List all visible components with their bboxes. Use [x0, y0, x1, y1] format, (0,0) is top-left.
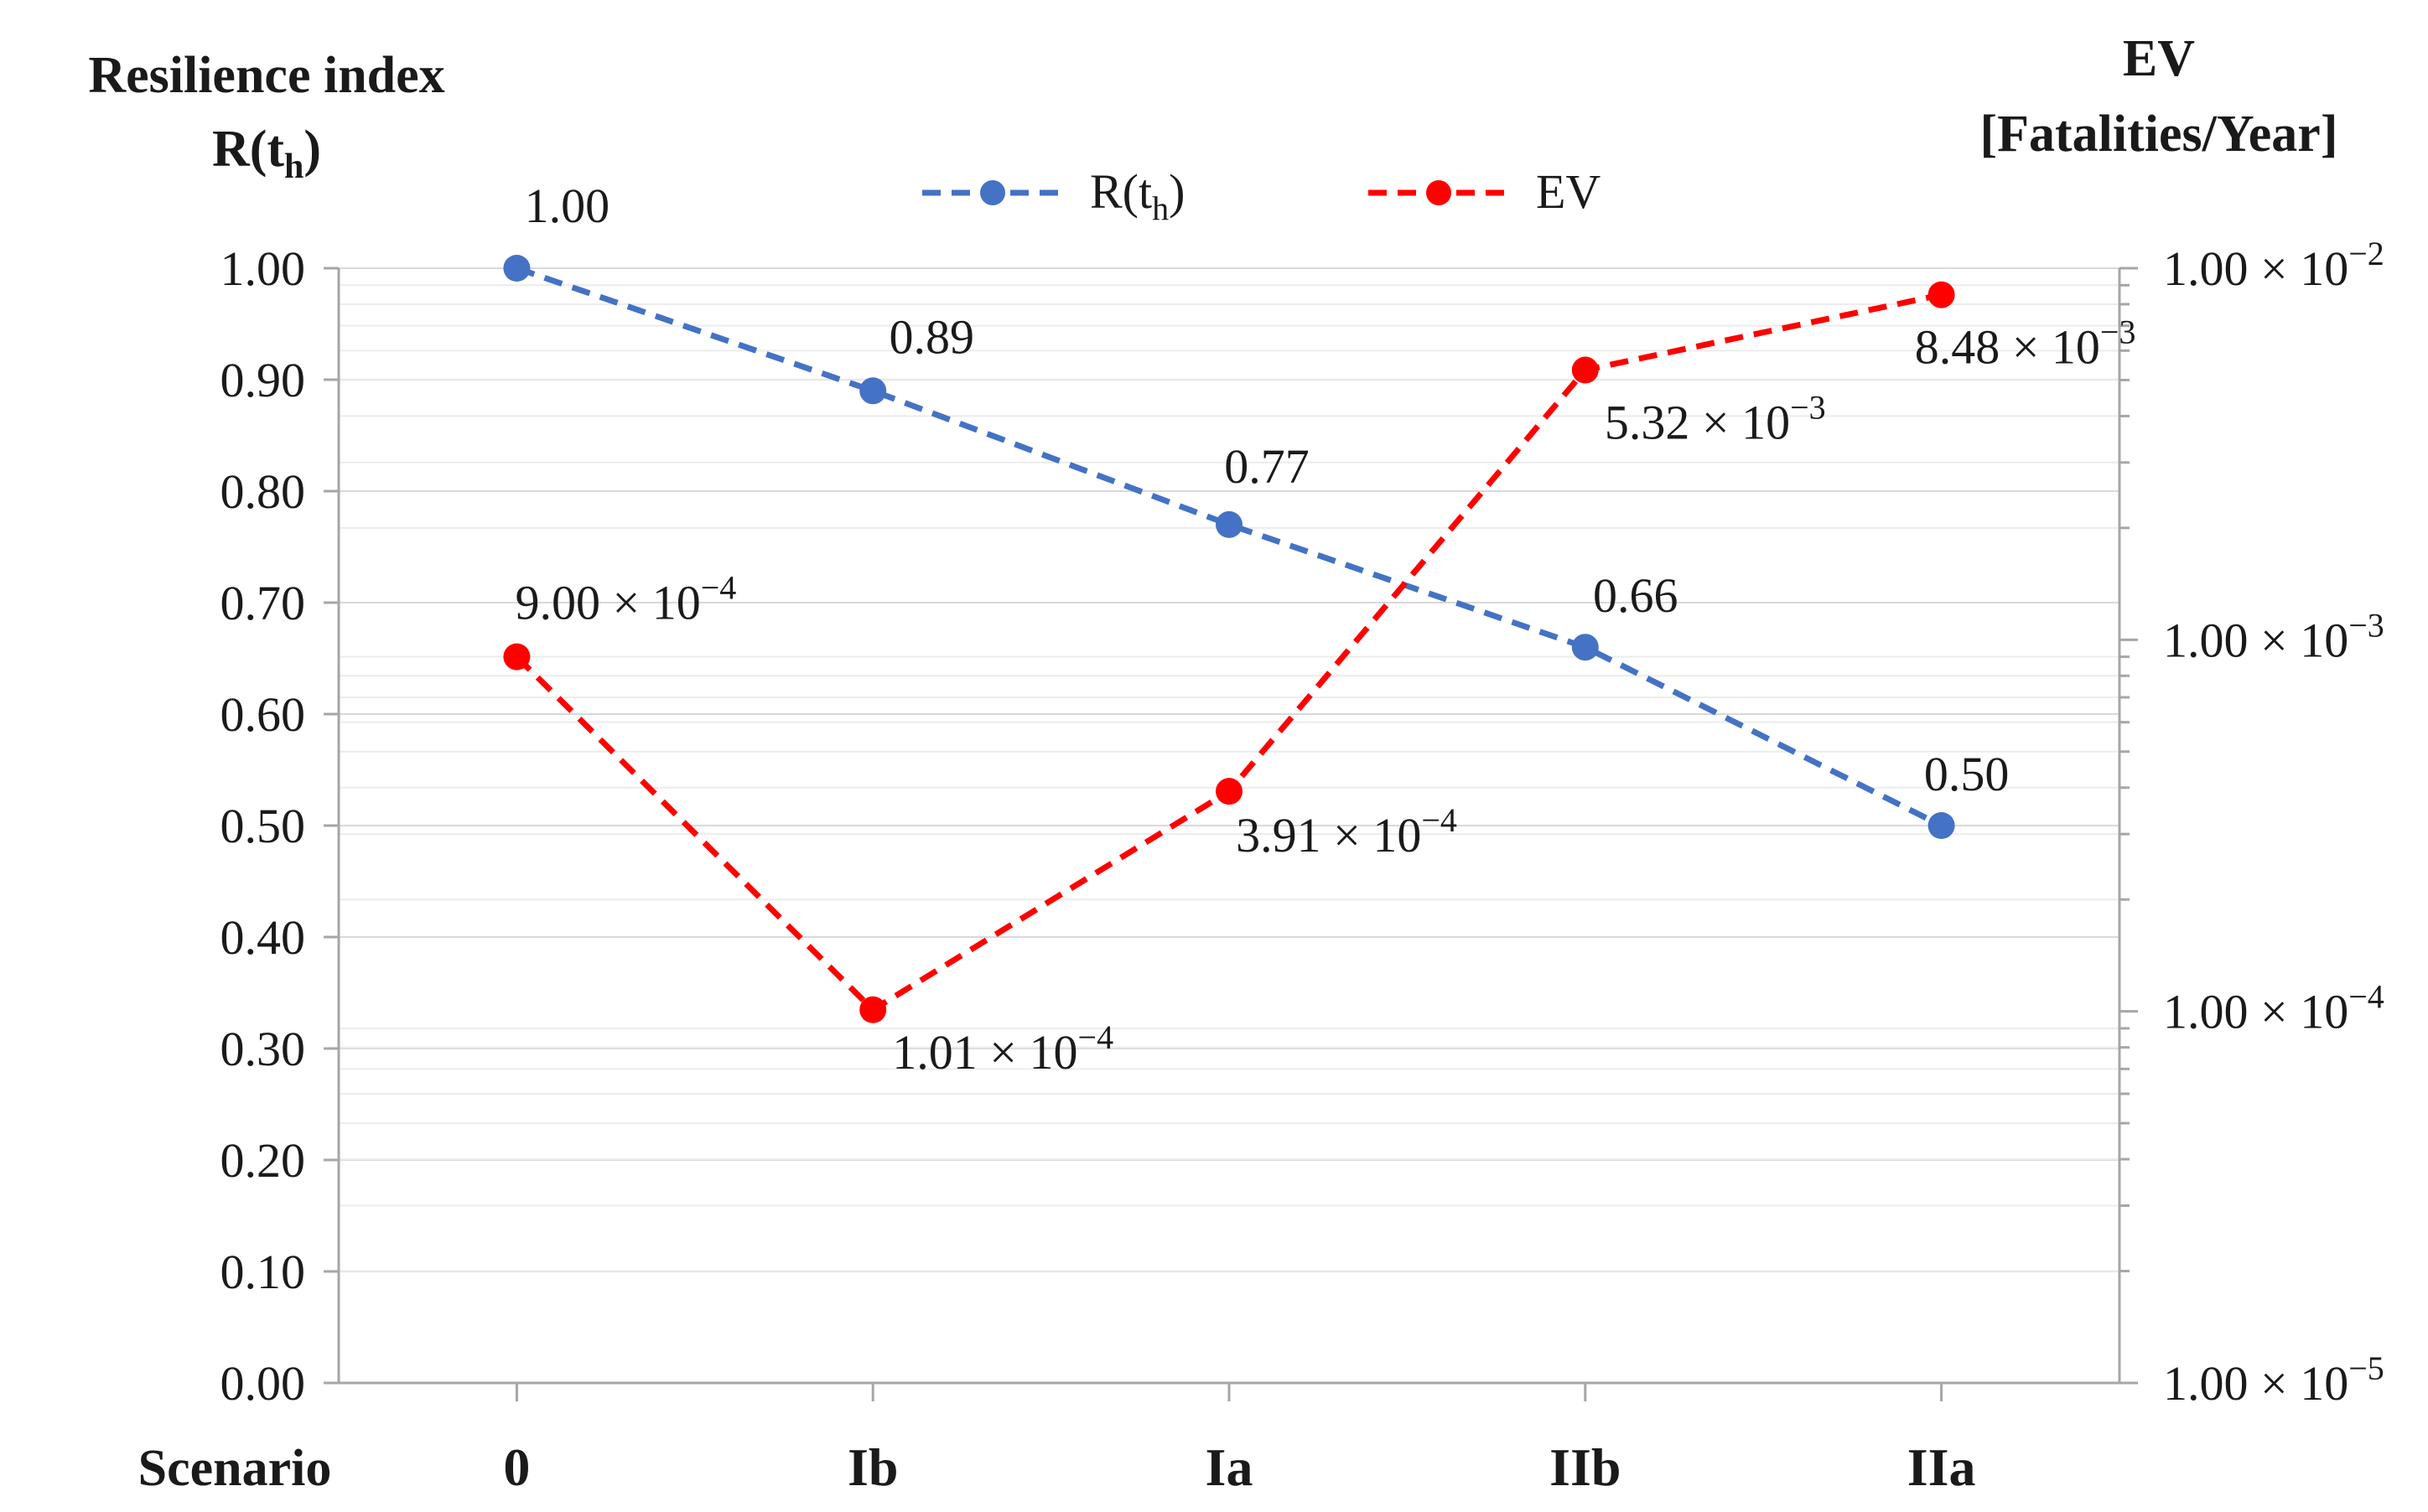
legend: R(th) EV — [922, 164, 1601, 227]
left-tick-label: 0.90 — [220, 353, 306, 407]
grid-lines — [339, 267, 2119, 1272]
left-tick-label: 0.80 — [220, 464, 306, 519]
data-label-r: 0.66 — [1593, 568, 1678, 623]
data-label-ev: 3.91 × 10−4 — [1236, 801, 1457, 862]
left-tick-label: 0.00 — [220, 1356, 306, 1411]
legend-marker-ev — [1426, 180, 1451, 205]
x-axis-title: Scenario — [138, 1440, 332, 1497]
data-point-ev — [859, 996, 887, 1023]
left-tick-label: 1.00 — [220, 241, 306, 296]
axes — [324, 267, 2138, 1401]
axis-titles: Resilience index R(th) EV [Fatalities/Ye… — [88, 30, 2337, 1497]
right-axis-title-line1: EV — [2123, 30, 2195, 87]
left-axis-title-line1: Resilience index — [88, 47, 444, 104]
right-tick-label: 1.00 × 10−5 — [2163, 1349, 2384, 1411]
series — [503, 255, 1955, 1023]
data-label-ev: 8.48 × 10−3 — [1915, 313, 2136, 375]
left-tick-label: 0.40 — [220, 910, 306, 965]
data-label-r: 0.77 — [1224, 439, 1310, 494]
data-label-r: 0.50 — [1924, 747, 2010, 801]
data-point-r — [1927, 812, 1955, 839]
data-labels: 1.00 0.89 0.77 0.66 0.50 9.00 × 10−4 1.01 × 10… — [516, 179, 2136, 1080]
right-tick-label: 1.00 × 10−4 — [2163, 978, 2384, 1039]
data-point-ev — [1216, 778, 1243, 805]
legend-item-ev: EV — [1368, 164, 1601, 219]
left-tick-label: 0.70 — [220, 576, 306, 630]
left-axis-title-line2: R(th) — [212, 121, 321, 186]
right-tick-label: 1.00 × 10−2 — [2163, 235, 2384, 296]
data-point-ev — [1571, 356, 1599, 384]
legend-label-r: R(th) — [1090, 164, 1185, 227]
data-point-r — [859, 377, 887, 405]
data-point-r — [503, 255, 531, 282]
data-label-ev: 1.01 × 10−4 — [892, 1018, 1113, 1080]
data-label-r: 0.89 — [889, 309, 974, 364]
data-point-ev — [1927, 281, 1955, 308]
series-line-r — [516, 265, 1943, 829]
legend-label-ev: EV — [1536, 164, 1601, 219]
data-point-r — [1571, 634, 1599, 661]
x-tick-label: IIa — [1907, 1437, 1976, 1497]
x-tick-label: IIb — [1549, 1437, 1621, 1497]
left-tick-label: 0.50 — [220, 799, 306, 853]
data-point-ev — [503, 643, 531, 671]
legend-marker-r — [980, 180, 1005, 205]
data-label-r: 1.00 — [525, 179, 610, 233]
data-label-ev: 5.32 × 10−3 — [1605, 389, 1826, 450]
right-tick-label: 1.00 × 10−3 — [2163, 606, 2384, 667]
left-tick-label: 0.20 — [220, 1133, 306, 1188]
x-tick-label: 0 — [503, 1437, 530, 1497]
legend-item-r: R(th) — [922, 164, 1185, 227]
right-axis-title-line2: [Fatalities/Year] — [1980, 106, 2338, 163]
left-tick-label: 0.30 — [220, 1022, 306, 1076]
data-label-ev: 9.00 × 10−4 — [516, 569, 737, 630]
tick-labels: 0.00 0.10 0.20 0.30 0.40 0.50 0.60 0.70 0.80 0.90… — [220, 235, 2384, 1497]
x-tick-label: Ia — [1206, 1437, 1253, 1497]
data-point-r — [1216, 510, 1243, 538]
left-tick-label: 0.10 — [220, 1245, 306, 1299]
x-tick-label: Ib — [848, 1437, 899, 1497]
left-tick-label: 0.60 — [220, 687, 306, 742]
